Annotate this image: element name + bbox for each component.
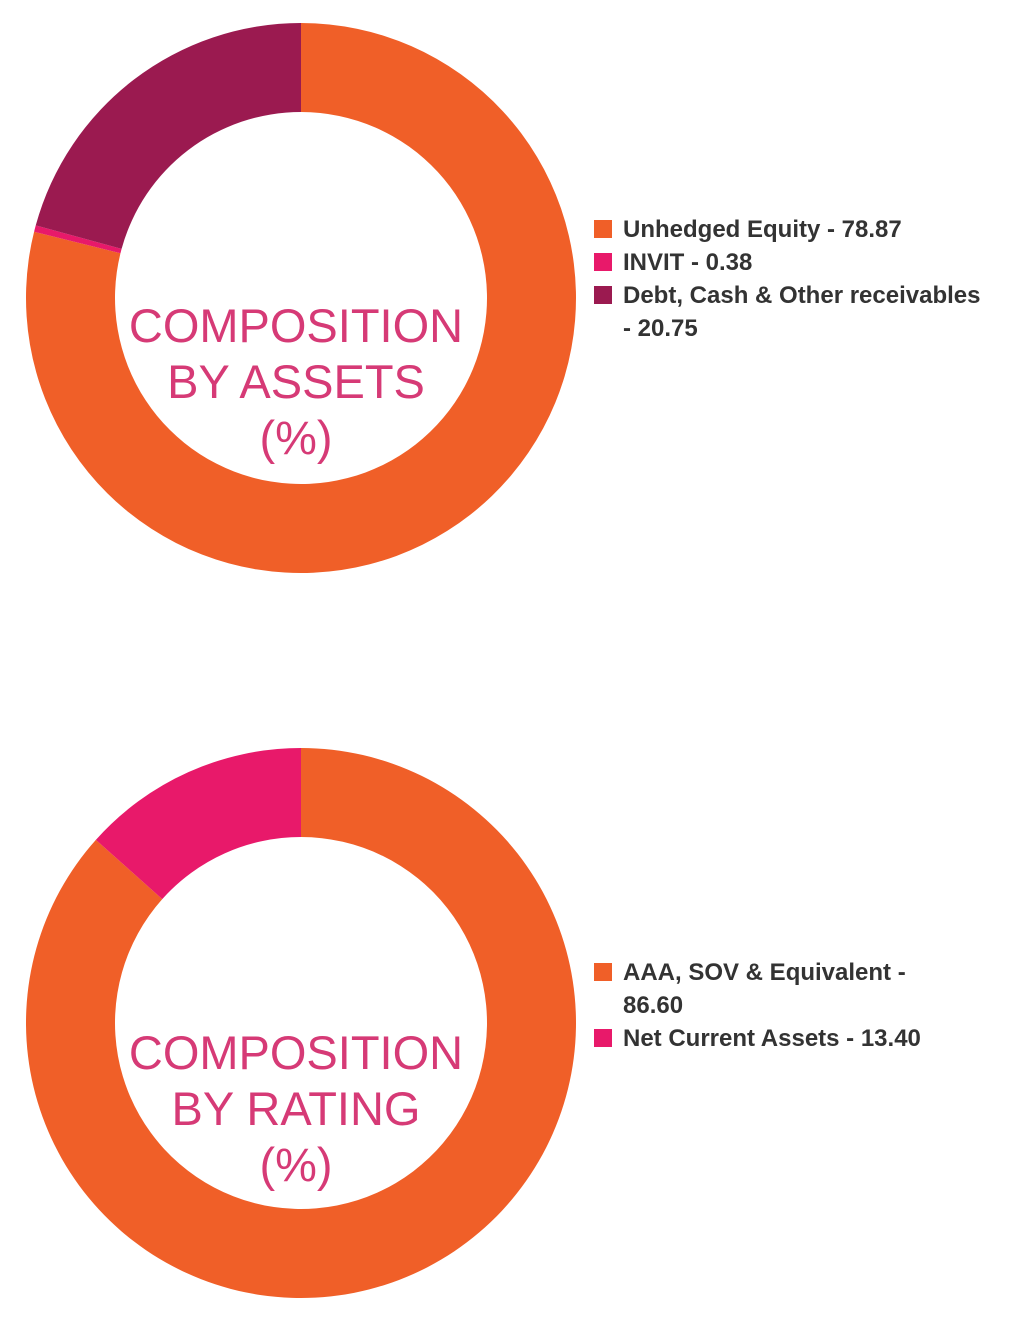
assets-chart-title: COMPOSITION BY ASSETS (%) [96, 298, 496, 466]
legend-item-invit: INVIT - 0.38 [594, 246, 980, 279]
legend-label-unhedged-equity: Unhedged Equity - 78.87 [623, 216, 902, 243]
legend-swatch-invit [594, 253, 612, 271]
donut-slice-net-current-assets [95, 748, 302, 900]
assets-title-line-3: (%) [259, 411, 333, 464]
donut-slice-invit [34, 225, 122, 254]
assets-donut-chart [25, 23, 576, 573]
legend-label-invit: INVIT - 0.38 [623, 249, 753, 276]
legend-swatch-aaa-sov [594, 963, 612, 981]
assets-chart-panel: COMPOSITION BY ASSETS (%) Unhedged Equit… [0, 22, 1025, 582]
rating-title-line-2: BY RATING [171, 1082, 421, 1135]
legend-label-aaa-sov-line-1: AAA, SOV & Equivalent - [623, 959, 906, 986]
legend-item-aaa-sov: AAA, SOV & Equivalent - 86.60 [594, 956, 921, 1022]
legend-label-net-current-assets: Net Current Assets - 13.40 [623, 1025, 921, 1052]
donut-slice-aaa-sov-equivalent [25, 748, 577, 1298]
legend-item-net-current-assets: Net Current Assets - 13.40 [594, 1022, 921, 1055]
assets-title-line-2: BY ASSETS [167, 355, 425, 408]
rating-legend: AAA, SOV & Equivalent - 86.60 Net Curren… [594, 956, 921, 1055]
legend-label-debt-cash-line-1: Debt, Cash & Other receivables [623, 282, 981, 309]
rating-chart-title: COMPOSITION BY RATING (%) [96, 1025, 496, 1193]
donut-slice-debt-cash-other-receivables [35, 23, 302, 249]
rating-title-line-3: (%) [259, 1138, 333, 1191]
legend-swatch-net-current-assets [594, 1029, 612, 1047]
legend-item-debt-cash: Debt, Cash & Other receivables - 20.75 [594, 279, 980, 345]
rating-chart-panel: COMPOSITION BY RATING (%) AAA, SOV & Equ… [0, 747, 1025, 1307]
legend-swatch-debt-cash [594, 286, 612, 304]
rating-donut-chart [25, 748, 577, 1298]
assets-title-line-1: COMPOSITION [128, 299, 464, 352]
legend-item-unhedged-equity: Unhedged Equity - 78.87 [594, 213, 980, 246]
assets-legend: Unhedged Equity - 78.87 INVIT - 0.38 Deb… [594, 213, 980, 345]
rating-title-line-1: COMPOSITION [128, 1026, 464, 1079]
legend-label-debt-cash-line-2: - 20.75 [623, 315, 698, 342]
donut-slice-unhedged-equity [25, 23, 576, 573]
legend-label-aaa-sov-line-2: 86.60 [623, 992, 684, 1019]
legend-swatch-unhedged-equity [594, 220, 612, 238]
